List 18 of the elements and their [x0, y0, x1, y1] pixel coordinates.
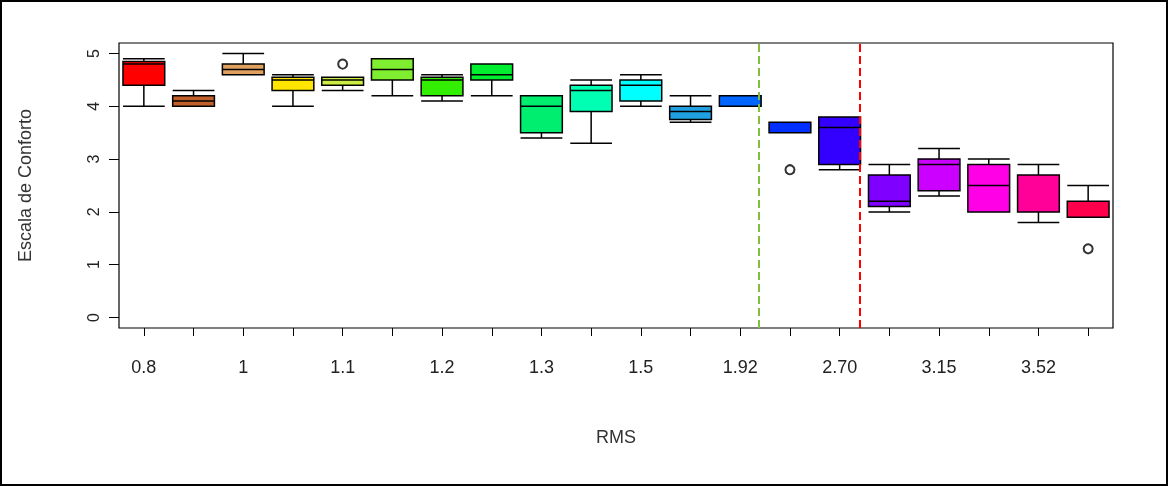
y-tick-label: 4 [84, 101, 102, 111]
x-tick-label: 1.1 [330, 357, 356, 377]
y-tick-label: 2 [84, 207, 102, 217]
y-axis-title: Escala de Conforto [15, 108, 35, 263]
x-tick-label: 1 [238, 357, 249, 377]
x-tick-label: 0.8 [131, 357, 157, 377]
x-tick-label: 3.52 [1020, 357, 1056, 377]
x-tick-label: 3.15 [921, 357, 957, 377]
y-tick-label: 3 [84, 154, 102, 164]
x-tick-label: 1.2 [429, 357, 455, 377]
x-tick-label: 2.70 [822, 357, 858, 377]
x-axis-title: RMS [596, 427, 636, 447]
y-tick-label: 5 [84, 49, 102, 59]
x-tick-label: 1.3 [528, 357, 554, 377]
y-tick-label: 1 [84, 260, 102, 270]
y-tick-label: 0 [84, 312, 102, 322]
x-tick-label: 1.5 [628, 357, 654, 377]
x-tick-label: 1.92 [722, 357, 758, 377]
